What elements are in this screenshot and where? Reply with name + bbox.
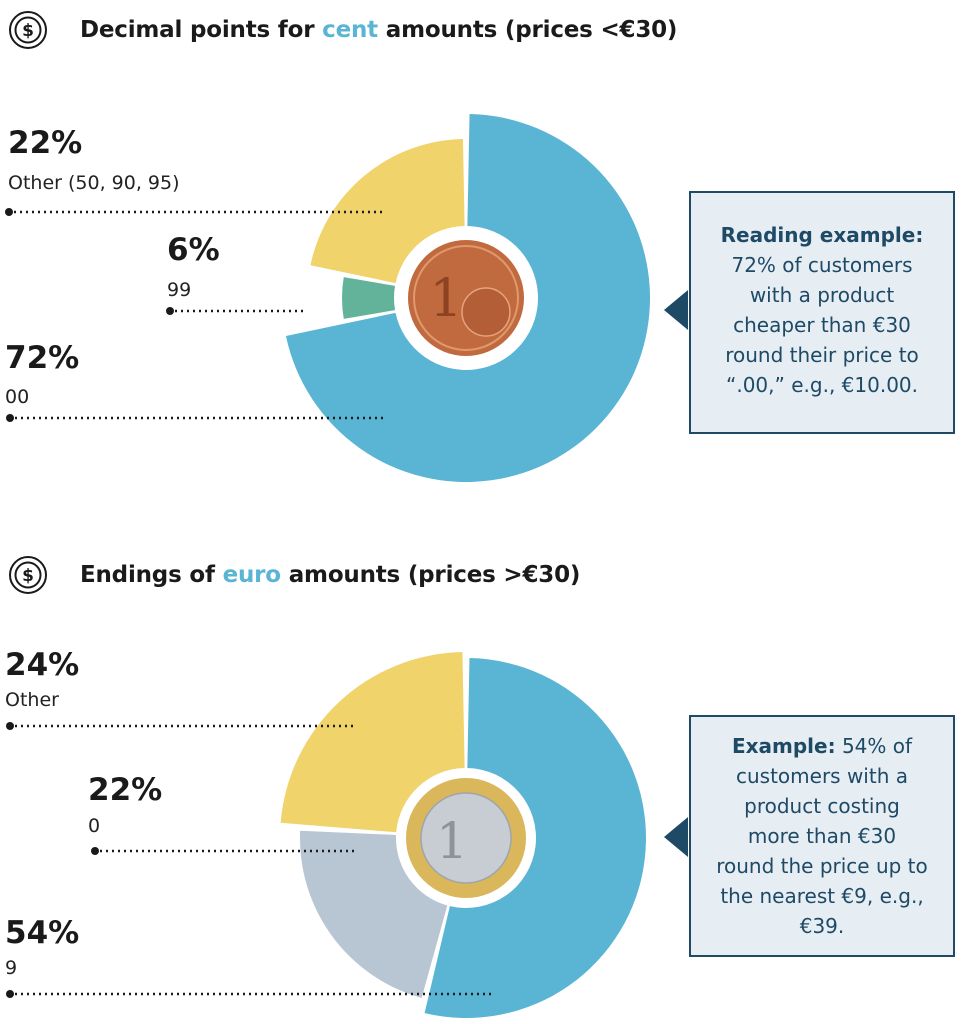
svg-text:$: $ (22, 21, 34, 41)
slice-category-label: 0 (88, 815, 101, 837)
euro-chart-section: $ Endings of euro amounts (prices >€30) … (0, 545, 961, 1024)
leader-dot (6, 990, 14, 998)
svg-text:1: 1 (436, 812, 468, 870)
leader-dot (5, 208, 13, 216)
slice-category-label: 9 (5, 957, 18, 979)
slice-category-label: 99 (167, 279, 192, 301)
slice-category-label: 00 (5, 386, 30, 408)
one-cent-coin: 1 (408, 240, 524, 356)
leader-dot (6, 414, 14, 422)
cent-chart-section: $ Decimal points for cent amounts (price… (5, 10, 955, 483)
callout-line: “.00,” e.g., €10.00. (725, 373, 918, 397)
leader-dot (91, 847, 99, 855)
callout-line: product costing (744, 794, 900, 818)
chart-title: Decimal points for cent amounts (prices … (80, 17, 678, 43)
slice-category-label: Other (50, 90, 95) (8, 172, 180, 194)
donut-slice (285, 114, 650, 483)
callout-line: more than €30 (747, 824, 897, 848)
leader-dot (6, 722, 14, 730)
donut-slice (310, 139, 465, 284)
callout-line: round the price up to (716, 854, 928, 878)
one-euro-coin: 1 (406, 778, 526, 898)
svg-text:$: $ (22, 566, 34, 586)
cent-chart-title-row: $ Decimal points for cent amounts (price… (8, 10, 677, 50)
callout-line: round their price to (725, 343, 919, 367)
slice-pct-label: 72% (5, 340, 80, 376)
callout-line: Example: 54% of (731, 734, 913, 758)
dollar-coin-icon: $ (9, 556, 47, 594)
cent-donut-chart: 1 (5, 114, 650, 483)
slice-pct-label: 6% (167, 232, 220, 268)
callout-line: with a product (749, 283, 895, 307)
callout-pointer (664, 817, 688, 857)
chart-title: Endings of euro amounts (prices >€30) (80, 562, 581, 588)
slice-pct-label: 22% (88, 772, 163, 808)
slice-pct-label: 22% (8, 125, 83, 161)
dollar-coin-icon: $ (9, 11, 47, 49)
callout-pointer (664, 290, 688, 330)
reading-example-callout: Reading example: 72% of customers with a… (689, 191, 955, 434)
callout-line: 72% of customers (731, 253, 913, 277)
callout-line: customers with a (735, 764, 908, 788)
callout-line: the nearest €9, e.g., (720, 884, 924, 908)
leader-dot (166, 307, 174, 315)
donut-slice (280, 652, 465, 833)
callout-line: €39. (799, 914, 845, 938)
slice-pct-label: 54% (5, 915, 80, 951)
slice-pct-label: 24% (5, 647, 80, 683)
donut-slice (342, 277, 396, 319)
donut-slice (424, 658, 646, 1018)
euro-donut-chart: 1 (6, 652, 646, 1018)
donut-slice (300, 830, 448, 998)
callout-line: cheaper than €30 (733, 313, 911, 337)
example-callout: Example: 54% of customers with a product… (689, 715, 955, 957)
slice-category-label: Other (5, 689, 59, 711)
euro-chart-title-row: $ Endings of euro amounts (prices >€30) (8, 555, 580, 595)
svg-text:1: 1 (429, 269, 462, 329)
callout-lead: Reading example: (720, 223, 924, 247)
